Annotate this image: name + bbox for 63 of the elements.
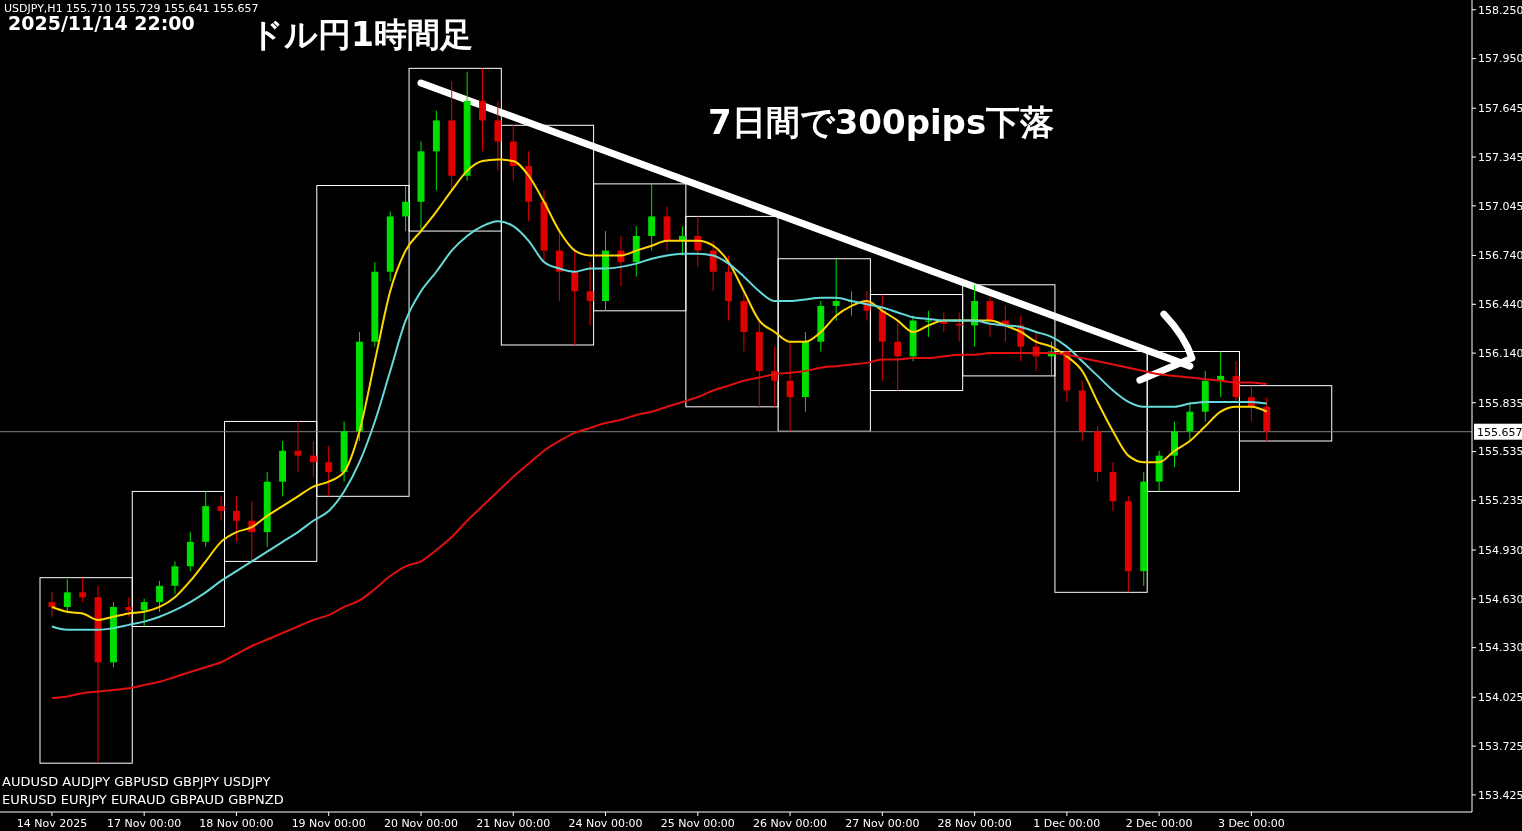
annotation: 7日間で300pips下落 <box>708 102 1055 142</box>
candlestick <box>1186 401 1194 442</box>
candlestick <box>309 440 317 478</box>
candlestick <box>494 100 502 172</box>
candlestick <box>171 560 179 595</box>
candlestick <box>140 598 148 627</box>
x-tick-label: 14 Nov 2025 <box>16 817 88 830</box>
y-tick-label: 158.250 <box>1478 3 1522 17</box>
y-tick-label: 157.045 <box>1478 199 1522 213</box>
candlestick <box>217 495 225 522</box>
candlestick <box>232 495 240 543</box>
candlestick <box>648 183 656 252</box>
y-tick-label: 154.330 <box>1478 641 1522 655</box>
candlestick <box>694 215 702 268</box>
x-tick-label: 21 Nov 00:00 <box>476 817 551 830</box>
annotation: AUDUSD AUDJPY GBPUSD GBPJPY USDJPY <box>2 774 271 789</box>
candlestick <box>479 67 486 152</box>
candlestick <box>571 250 579 346</box>
candlestick <box>832 258 840 322</box>
y-tick-label: 156.740 <box>1478 249 1522 263</box>
candlestick <box>786 341 794 432</box>
x-tick-label: 20 Nov 00:00 <box>383 817 459 830</box>
x-tick-label: 26 Nov 00:00 <box>752 817 828 830</box>
x-tick-label: 25 Nov 00:00 <box>660 817 735 830</box>
candlestick <box>555 230 563 302</box>
y-tick-label: 154.930 <box>1478 543 1522 557</box>
x-tick-label: 3 Dec 00:00 <box>1217 817 1285 830</box>
y-tick-label: 156.140 <box>1478 346 1522 360</box>
y-tick-label: 155.535 <box>1478 445 1522 459</box>
y-tick-label: 153.725 <box>1478 739 1522 753</box>
x-tick-label: 18 Nov 00:00 <box>199 817 274 830</box>
x-tick-label: 24 Nov 00:00 <box>568 817 643 830</box>
y-tick-label: 155.835 <box>1478 396 1522 410</box>
candlestick <box>586 261 594 326</box>
candlestick <box>63 578 71 614</box>
x-tick-label: 27 Nov 00:00 <box>845 817 920 830</box>
y-tick-label: 156.440 <box>1478 298 1522 312</box>
annotation: USDJPY,H1 155.710 155.729 155.641 155.657 <box>4 2 259 15</box>
candlestick <box>79 577 87 603</box>
x-tick-label: 1 Dec 00:00 <box>1033 817 1101 830</box>
y-tick-label: 155.235 <box>1478 494 1522 508</box>
candlestick <box>325 445 333 497</box>
y-tick-label: 157.950 <box>1478 52 1522 66</box>
candlestick <box>402 185 410 232</box>
x-tick-label: 2 Dec 00:00 <box>1125 817 1193 830</box>
x-tick-label: 28 Nov 00:00 <box>937 817 1012 830</box>
y-tick-label: 153.425 <box>1478 788 1522 802</box>
candlestick <box>125 596 133 618</box>
candlestick <box>709 240 717 292</box>
candlestick <box>156 580 164 613</box>
x-tick-label: 19 Nov 00:00 <box>291 817 366 830</box>
candlestick <box>924 310 932 338</box>
annotation: EURUSD EURJPY EURAUD GBPAUD GBPNZD <box>2 792 284 807</box>
ref-line-label: 155.657 <box>1477 425 1522 439</box>
candlestick <box>894 320 902 392</box>
x-tick-label: 17 Nov 00:00 <box>107 817 182 830</box>
y-tick-label: 157.345 <box>1478 150 1522 164</box>
line-series <box>50 220 1268 631</box>
y-tick-label: 154.025 <box>1478 691 1522 705</box>
y-tick-label: 157.645 <box>1478 102 1522 116</box>
text: ドル円1時間足 <box>250 15 473 54</box>
candlestick <box>48 591 56 618</box>
y-tick-label: 154.630 <box>1478 592 1522 606</box>
